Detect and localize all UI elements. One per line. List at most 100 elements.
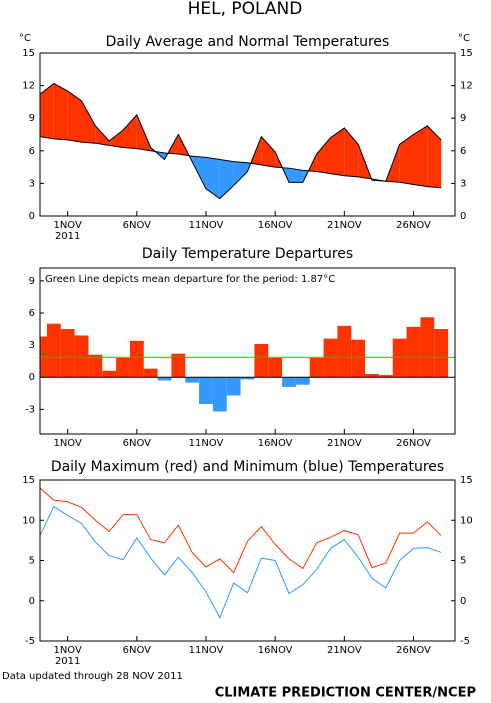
y-tick-label: 6 bbox=[29, 146, 35, 157]
y-tick-label: 15 bbox=[460, 475, 473, 486]
difference-area bbox=[261, 136, 276, 168]
normal-line bbox=[39, 136, 442, 189]
bar bbox=[365, 374, 379, 378]
bar bbox=[88, 354, 103, 378]
bar bbox=[143, 368, 158, 378]
difference-area bbox=[206, 157, 220, 199]
y-tick-label: 0 bbox=[29, 596, 35, 607]
y-tick-label: -5 bbox=[25, 636, 35, 647]
x-year: 2011 bbox=[55, 656, 80, 667]
plot-frame bbox=[39, 52, 456, 217]
bar bbox=[351, 339, 366, 378]
y-tick-label: -3 bbox=[25, 404, 35, 415]
y-tick-label: 15 bbox=[22, 475, 35, 486]
bar bbox=[199, 377, 213, 405]
y-unit: °C bbox=[19, 33, 31, 44]
difference-area bbox=[399, 134, 414, 185]
x-tick-label: 26NOV bbox=[396, 438, 431, 449]
bar bbox=[323, 338, 338, 378]
bar bbox=[337, 325, 352, 378]
page-title: HEL, POLAND bbox=[188, 0, 303, 19]
difference-area bbox=[192, 156, 206, 189]
difference-area bbox=[40, 83, 54, 139]
bar bbox=[185, 377, 200, 383]
x-tick-label: 1NOV bbox=[53, 220, 82, 231]
panel-title: Daily Temperature Departures bbox=[142, 246, 353, 262]
bar bbox=[60, 329, 75, 378]
bar bbox=[226, 377, 241, 396]
difference-area bbox=[109, 130, 123, 148]
panel-title: Daily Average and Normal Temperatures bbox=[106, 34, 390, 50]
difference-area bbox=[81, 100, 96, 144]
bar bbox=[74, 335, 89, 378]
difference-area bbox=[53, 83, 68, 140]
y-tick-label: 0 bbox=[29, 372, 35, 383]
y-tick-label: 15 bbox=[22, 48, 35, 59]
y-tick-label: 3 bbox=[460, 178, 466, 189]
y-tick-label: 10 bbox=[460, 515, 473, 526]
y-tick-label: 0 bbox=[460, 211, 466, 222]
x-tick-label: 26NOV bbox=[396, 220, 431, 231]
bar bbox=[157, 377, 172, 381]
difference-area bbox=[413, 125, 428, 187]
bar bbox=[171, 353, 186, 378]
y-tick-label: 12 bbox=[460, 81, 473, 92]
credit: CLIMATE PREDICTION CENTER/NCEP bbox=[215, 686, 476, 701]
bar bbox=[102, 370, 117, 378]
y-tick-label: 9 bbox=[460, 113, 466, 124]
bar bbox=[406, 326, 421, 378]
bar bbox=[268, 357, 283, 378]
series-line bbox=[39, 487, 442, 574]
difference-area bbox=[427, 125, 442, 188]
x-tick-label: 16NOV bbox=[258, 438, 293, 449]
x-tick-label: 11NOV bbox=[189, 645, 224, 656]
bar bbox=[309, 357, 324, 378]
bar bbox=[254, 344, 269, 378]
bar bbox=[392, 338, 407, 378]
bar bbox=[116, 357, 130, 378]
y-tick-label: 9 bbox=[29, 276, 35, 287]
y-tick-label: 3 bbox=[29, 178, 35, 189]
y-tick-label: 6 bbox=[29, 308, 35, 319]
x-tick-label: 26NOV bbox=[396, 645, 431, 656]
difference-area bbox=[233, 161, 248, 186]
x-tick-label: 1NOV bbox=[53, 645, 82, 656]
bar bbox=[295, 377, 310, 385]
y-tick-label: -5 bbox=[460, 636, 470, 647]
bar bbox=[240, 377, 255, 380]
panel-title: Daily Maximum (red) and Minimum (blue) T… bbox=[51, 459, 444, 475]
y-tick-label: 12 bbox=[22, 81, 35, 92]
bar bbox=[420, 317, 435, 378]
bar bbox=[378, 375, 393, 378]
difference-area bbox=[219, 159, 234, 199]
x-tick-label: 1NOV bbox=[53, 438, 82, 449]
y-tick-label: 5 bbox=[460, 556, 466, 567]
bar bbox=[212, 377, 227, 412]
y-tick-label: 3 bbox=[29, 340, 35, 351]
x-tick-label: 21NOV bbox=[327, 220, 362, 231]
plot-frame bbox=[39, 479, 456, 642]
difference-area bbox=[67, 91, 82, 143]
x-tick-label: 6NOV bbox=[123, 645, 152, 656]
x-tick-label: 16NOV bbox=[258, 220, 293, 231]
x-tick-label: 21NOV bbox=[327, 645, 362, 656]
x-tick-label: 11NOV bbox=[189, 220, 224, 231]
bar bbox=[46, 323, 61, 378]
y-tick-label: 10 bbox=[22, 515, 35, 526]
y-tick-label: 0 bbox=[29, 211, 35, 222]
y-tick-label: 0 bbox=[460, 596, 466, 607]
y-tick-label: 15 bbox=[460, 48, 473, 59]
difference-area bbox=[330, 127, 345, 176]
plot-frame bbox=[39, 267, 456, 435]
difference-area bbox=[123, 114, 137, 149]
difference-area bbox=[289, 168, 303, 183]
average-line bbox=[39, 82, 442, 200]
difference-area bbox=[95, 125, 110, 146]
annotation: Green Line depicts mean departure for th… bbox=[45, 274, 335, 285]
series-line bbox=[39, 505, 442, 619]
y-tick-label: 9 bbox=[29, 113, 35, 124]
x-year: 2011 bbox=[55, 231, 80, 242]
x-tick-label: 16NOV bbox=[258, 645, 293, 656]
bar bbox=[434, 329, 449, 378]
